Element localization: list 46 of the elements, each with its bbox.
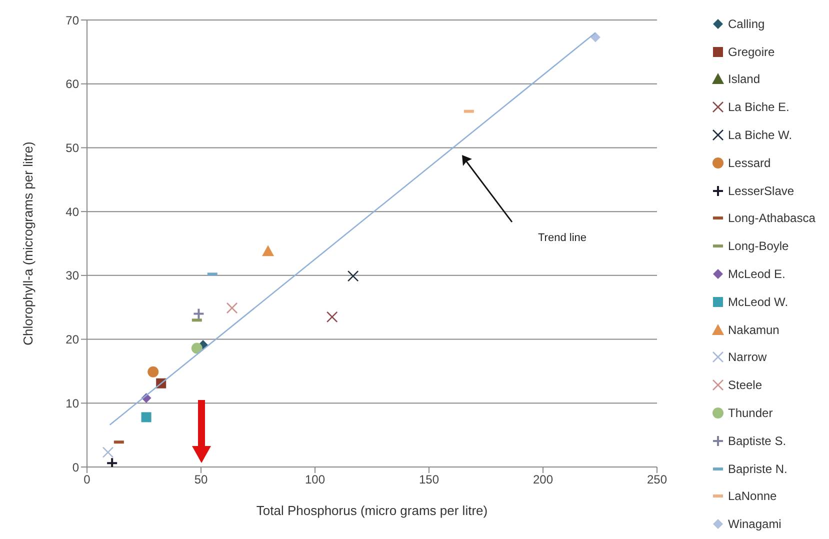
y-tick-label: 30 (66, 268, 80, 283)
y-tick-label: 60 (66, 77, 80, 92)
point (102, 446, 114, 458)
y-tick-label: 10 (66, 396, 80, 410)
point (347, 270, 359, 282)
point (262, 245, 274, 256)
legend-label: Calling (728, 16, 765, 31)
y-tick-label: 0 (72, 460, 80, 474)
point (226, 302, 238, 314)
legend-label: La Biche E. (728, 100, 790, 114)
legend-label: La Biche W. (728, 128, 792, 142)
legend-label: LaNonne (728, 489, 777, 504)
legend-label: McLeod E. (728, 267, 786, 282)
legend-label: Nakamun (728, 322, 780, 337)
point (192, 308, 205, 320)
point (106, 457, 118, 467)
point (148, 366, 159, 378)
point (191, 342, 202, 354)
legend-label: Thunder (728, 406, 773, 420)
y-tick-label: 40 (66, 204, 80, 219)
y-axis-title: Chlorophyll-a (micrograms per litre) (20, 142, 36, 346)
annotation: Trend line (538, 232, 587, 244)
legend-label: Gregoire (728, 44, 775, 59)
legend-label: Island (728, 72, 760, 86)
legend-label: Long-Athabasca (728, 211, 816, 226)
point (141, 412, 152, 422)
y-tick-label: 50 (66, 140, 80, 155)
legend-label: LesserSlave (728, 184, 794, 198)
x-tick-label: 150 (418, 472, 440, 487)
legend-label: Narrow (728, 350, 767, 364)
x-tick-label: 100 (304, 472, 326, 487)
point (326, 311, 338, 323)
x-tick-label: 0 (84, 472, 91, 487)
y-tick-label: 20 (66, 332, 80, 347)
legend-label: Lessard (728, 156, 771, 170)
x-tick-label: 200 (532, 472, 554, 487)
x-tick-label: 50 (194, 472, 208, 487)
legend-label: McLeod W. (728, 294, 788, 309)
legend-label: Winagami (728, 517, 782, 532)
x-tick-label: 250 (646, 472, 668, 487)
legend-label: Steele (728, 378, 762, 392)
y-tick-label: 70 (66, 13, 80, 28)
x-axis-title: Total Phosphorus (micro grams per litre) (256, 503, 488, 518)
legend-label: Bapriste N. (728, 462, 788, 476)
legend-label: Baptiste S. (728, 434, 786, 448)
legend-label: Long-Boyle (728, 239, 789, 254)
